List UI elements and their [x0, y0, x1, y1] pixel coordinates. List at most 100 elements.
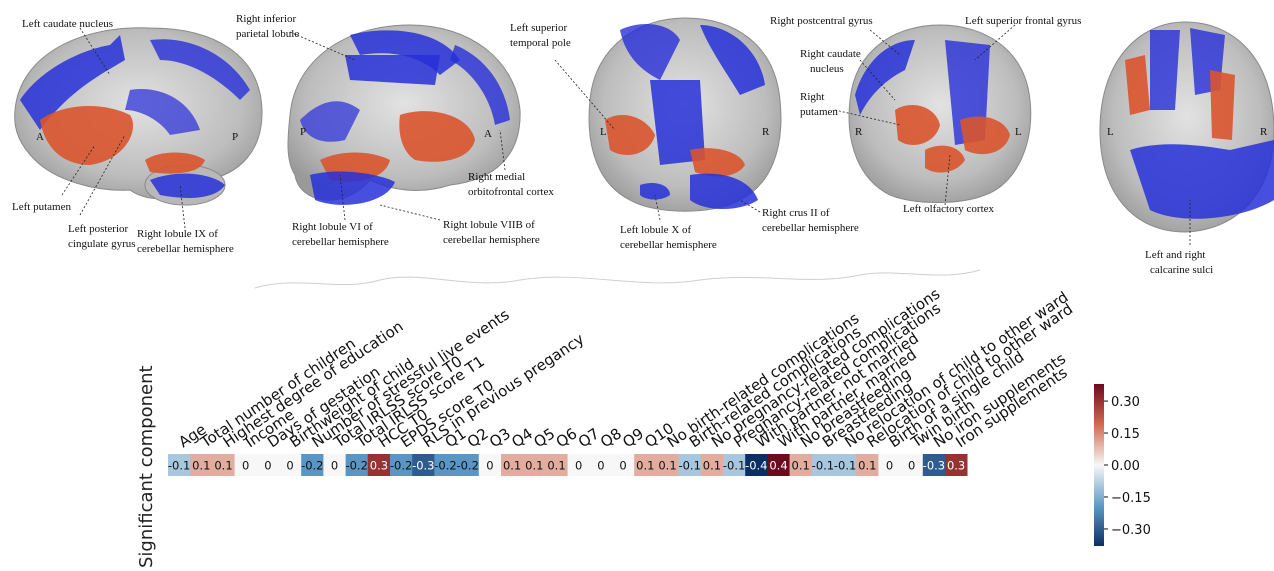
heatmap-cell-value: -0.1	[723, 459, 745, 473]
label-right-lobule-ix-2: cerebellar hemisphere	[137, 243, 234, 255]
brain-panels: A P P A L R R L	[12, 13, 1274, 289]
heatmap-cell	[834, 454, 857, 476]
colorbar-tick-label: 0.00	[1111, 459, 1140, 474]
heatmap-cell-value: 0.1	[192, 459, 210, 473]
heatmap-cell-value: 0	[331, 459, 338, 473]
heatmap-cell	[612, 454, 635, 476]
label-calcarine-1: Left and right	[1145, 249, 1205, 261]
heatmap-cells: -0.1 0.1 0.1 0 0 0 -0.2 0 -0.2 0.3 -0.2 -0.3 -0.2 -0.…	[168, 454, 968, 476]
heatmap-cell	[656, 454, 679, 476]
orient-l-4: L	[1015, 126, 1022, 138]
colorbar-tick-label: 0.30	[1111, 395, 1140, 410]
heatmap-cell	[811, 454, 835, 476]
leader-lines	[61, 24, 1191, 245]
heatmap-cell	[478, 454, 502, 476]
label-right-lobule-viib-1: Right lobule VIIB of	[443, 219, 535, 231]
heatmap-cell	[523, 454, 546, 476]
heatmap-cell-value: 0.1	[547, 459, 565, 473]
panel-separator	[254, 269, 981, 289]
label-left-caudate: Left caudate nucleus	[22, 18, 113, 30]
heatmap-cell	[900, 454, 924, 476]
heatmap-cell-value: 0	[575, 459, 582, 473]
heatmap-cell-value: 0.1	[858, 459, 876, 473]
orient-l-5: L	[1107, 126, 1114, 138]
label-left-lobule-x-2: cerebellar hemisphere	[620, 239, 717, 251]
heatmap-cell	[922, 454, 946, 476]
heatmap-cell	[345, 454, 369, 476]
label-right-lobule-vi-1: Right lobule VI of	[292, 221, 373, 233]
label-calcarine-2: calcarine sulci	[1150, 264, 1213, 276]
heatmap-cell	[678, 454, 702, 476]
heatmap-cell	[434, 454, 457, 476]
heatmap-cell-value: -0.3	[412, 459, 434, 473]
label-right-medial-ofc-1: Right medial	[468, 171, 525, 183]
brain-panel-lateral-left: A P	[14, 27, 263, 206]
colorbar-gradient	[1094, 384, 1104, 546]
brain-panel-lateral-right: P A	[287, 24, 521, 205]
label-right-crus-ii-2: cerebellar hemisphere	[762, 222, 859, 234]
label-right-inferior-parietal-1: Right inferior	[236, 13, 297, 25]
heatmap-cell	[323, 454, 346, 476]
orient-r-5: R	[1260, 126, 1268, 138]
heatmap-cell	[789, 454, 813, 476]
orient-r-4: R	[855, 126, 863, 138]
colorbar-ticks: 0.30 0.15 0.00 −0.15 −0.30	[1104, 395, 1151, 538]
heatmap-cell-value: -0.1	[834, 459, 856, 473]
label-left-posterior-cingulate-1: Left posterior	[68, 223, 129, 235]
heatmap-cell	[190, 454, 213, 476]
heatmap-cell-value: -0.1	[168, 459, 190, 473]
heatmap-cell	[856, 454, 879, 476]
heatmap-cell	[256, 454, 280, 476]
orient-p-1: P	[232, 131, 238, 143]
brain-panel-posterior: L R	[588, 17, 782, 212]
heatmap-cell-value: 0.1	[525, 459, 543, 473]
row-label: Significant component	[136, 365, 157, 568]
heatmap-cell-value: 0	[242, 459, 249, 473]
heatmap-cell-value: -0.2	[301, 459, 323, 473]
heatmap-cell	[234, 454, 258, 476]
brain-panel-anterior: R L	[848, 24, 1032, 203]
colorbar: 0.30 0.15 0.00 −0.15 −0.30	[1094, 384, 1151, 546]
colorbar-tick-label: 0.15	[1111, 427, 1140, 442]
heatmap-cell-value: 0.1	[658, 459, 676, 473]
heatmap-cell-value: 0.1	[703, 459, 721, 473]
label-right-putamen-2: putamen	[800, 106, 838, 118]
heatmap-cell-value: -0.1	[812, 459, 834, 473]
label-right-postcentral: Right postcentral gyrus	[770, 15, 873, 27]
heatmap-cell-value: 0.4	[769, 459, 787, 473]
brain-panel-superior: L R	[1099, 21, 1274, 233]
heatmap-cell-value: 0	[908, 459, 915, 473]
label-right-medial-ofc-2: orbitofrontal cortex	[468, 186, 554, 198]
heatmap-cell	[545, 454, 568, 476]
heatmap-cell	[745, 454, 768, 476]
heatmap-cell-value: 0	[619, 459, 626, 473]
heatmap-cell	[700, 454, 724, 476]
heatmap-cell-value: -0.3	[923, 459, 945, 473]
heatmap-cell	[634, 454, 657, 476]
heatmap-cell-value: -0.4	[745, 459, 767, 473]
heatmap-cell	[723, 454, 746, 476]
heatmap-cell-value: 0	[264, 459, 271, 473]
label-right-lobule-vi-2: cerebellar hemisphere	[292, 236, 389, 248]
heatmap-cell	[767, 454, 790, 476]
brain-annotations: Left caudate nucleus Left putamen Left p…	[12, 13, 1213, 276]
heatmap-cell	[945, 454, 968, 476]
label-right-crus-ii-1: Right crus II of	[762, 207, 830, 219]
label-left-olfactory: Left olfactory cortex	[903, 203, 995, 215]
heatmap-cell-value: -0.2	[390, 459, 412, 473]
label-right-lobule-viib-2: cerebellar hemisphere	[443, 234, 540, 246]
label-right-inferior-parietal-2: parietal lobule	[236, 28, 299, 40]
label-left-superior-frontal: Left superior frontal gyrus	[965, 15, 1081, 27]
heatmap-cell-value: 0.1	[792, 459, 810, 473]
orient-a-2: A	[484, 128, 492, 140]
label-right-putamen-1: Right	[800, 91, 824, 103]
heatmap-cell	[412, 454, 435, 476]
heatmap-cell	[567, 454, 591, 476]
label-right-caudate-2: nucleus	[810, 63, 844, 75]
heatmap-cell-value: 0	[597, 459, 604, 473]
heatmap-cell	[501, 454, 524, 476]
heatmap-cell	[878, 454, 901, 476]
heatmap-cell-value: 0.3	[947, 459, 965, 473]
